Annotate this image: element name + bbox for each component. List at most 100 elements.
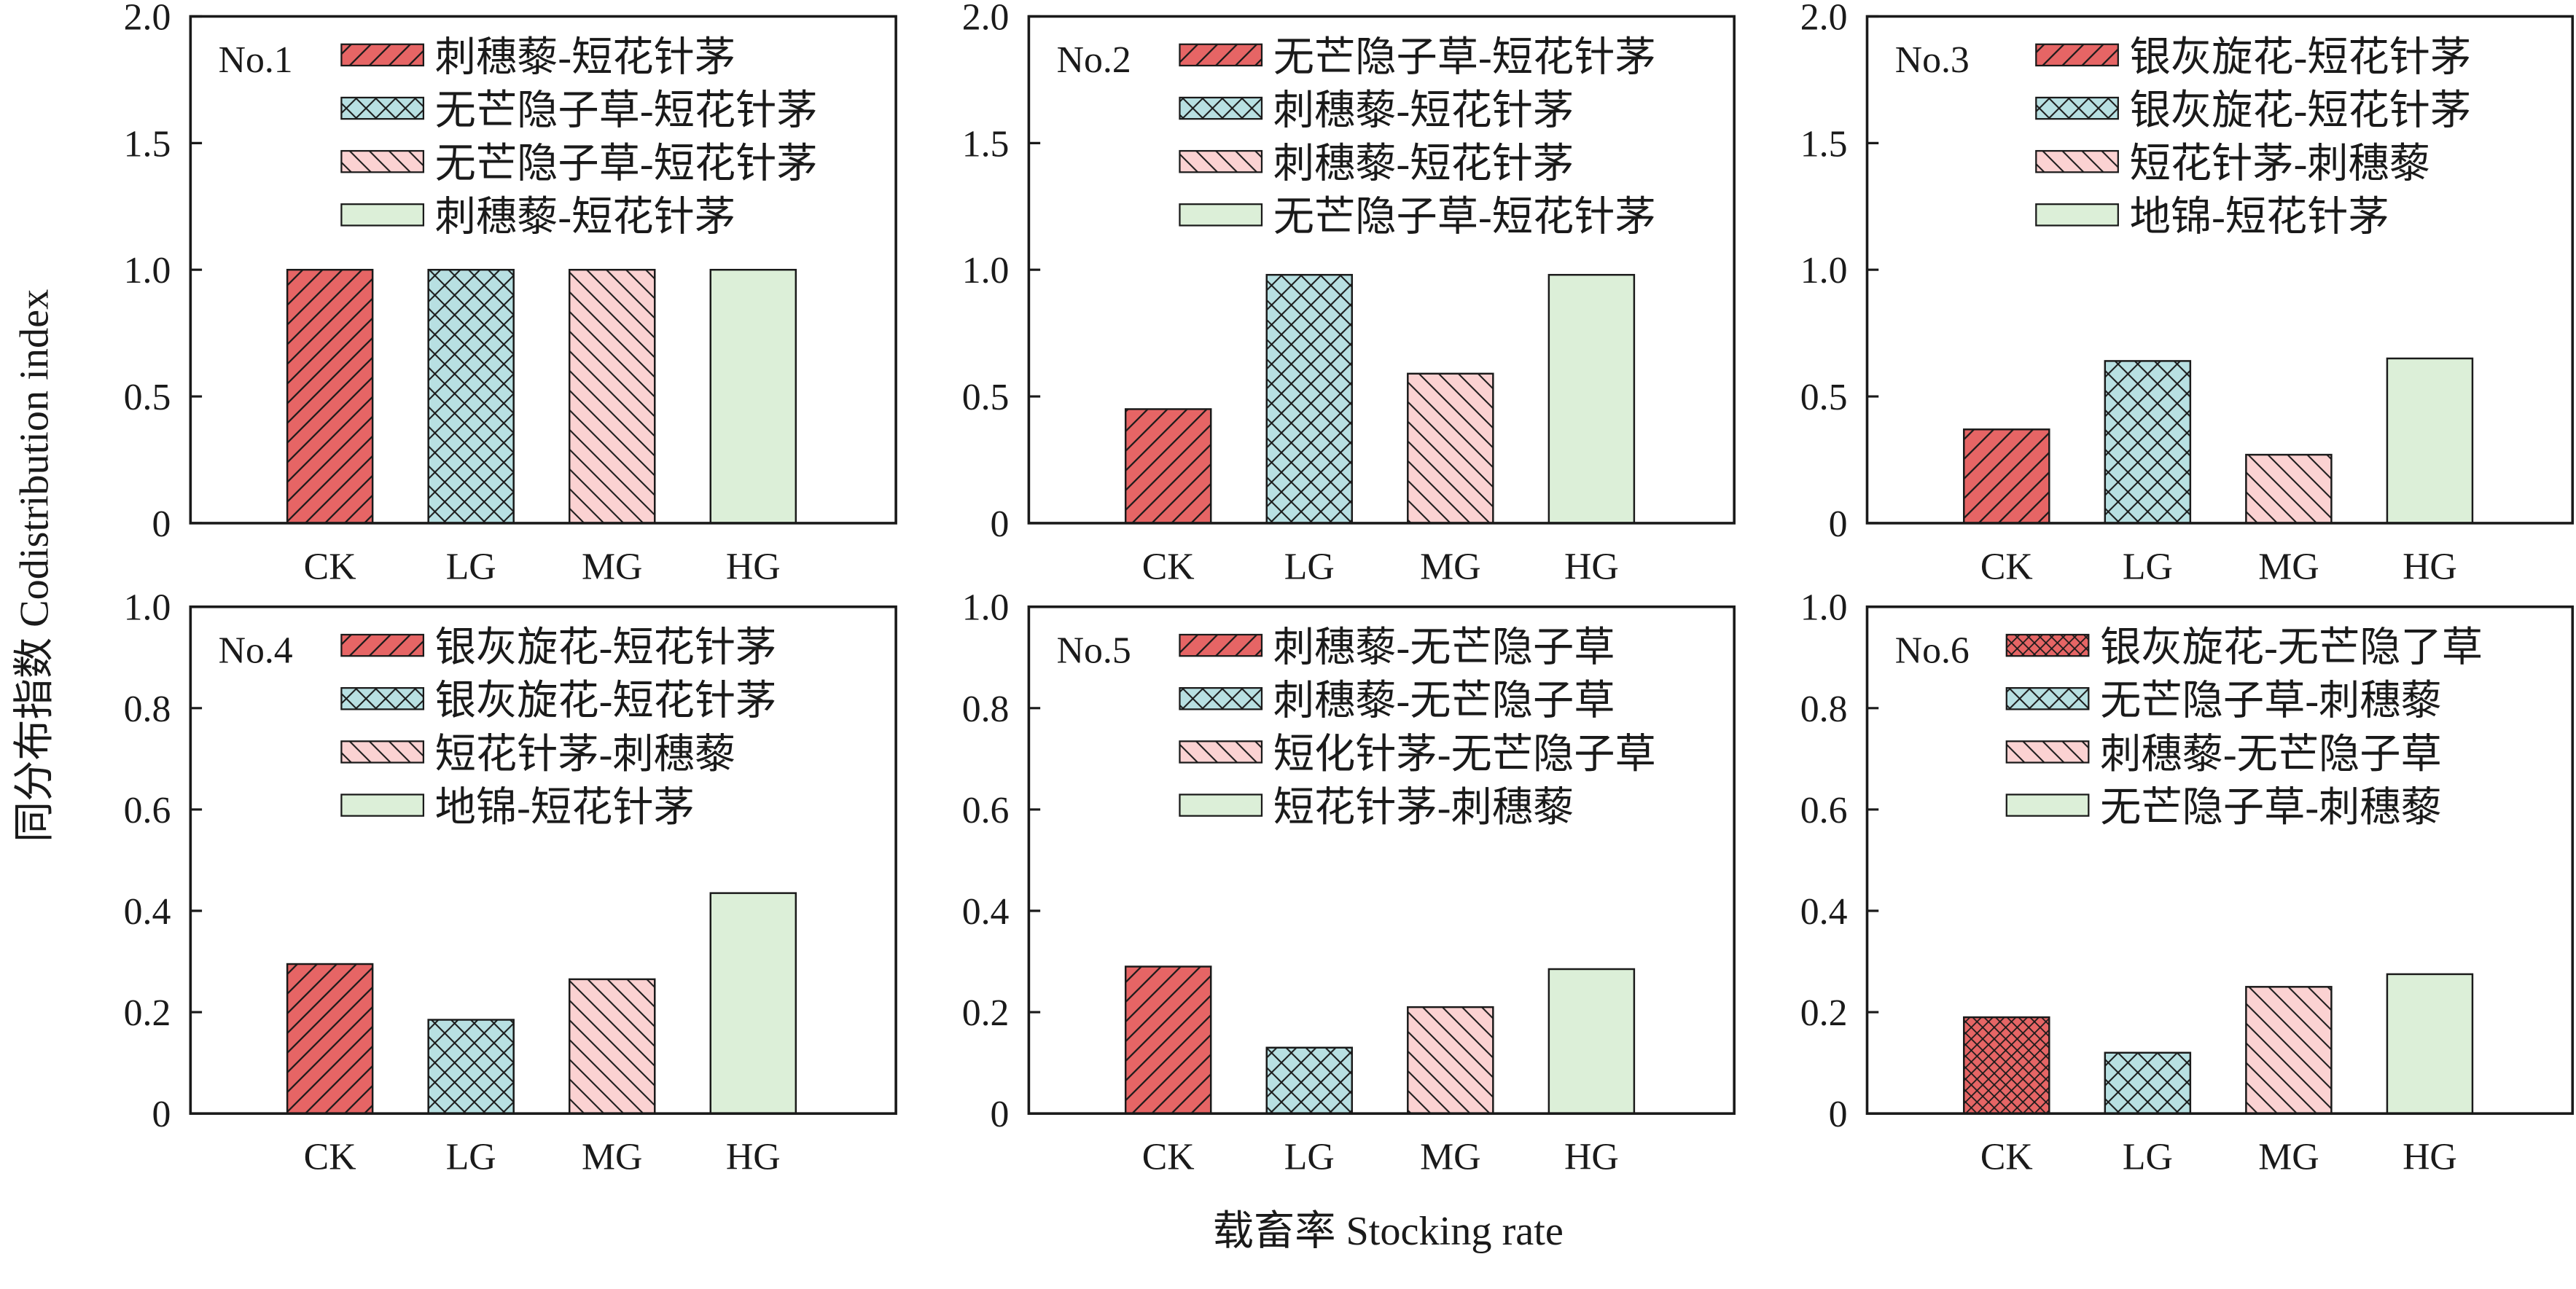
bar-hatch xyxy=(1125,966,1211,1114)
bar-hatch xyxy=(428,270,514,523)
legend-label: 无芒隐子草-短花针茅 xyxy=(1273,35,1656,80)
x-tick-label: CK xyxy=(1980,546,2033,587)
legend-hatch xyxy=(2036,44,2118,66)
bar-hg xyxy=(1547,273,1636,525)
legend-label: 刺穗藜-无芒隐子草 xyxy=(2100,732,2442,777)
y-tick-label: 0.5 xyxy=(124,377,171,418)
y-tick-label: 2.0 xyxy=(1800,0,1848,39)
legend-hatch xyxy=(1179,151,1262,173)
bar-hg xyxy=(2386,357,2474,525)
legend-label: 短化针茅-无芒隐子草 xyxy=(1273,732,1656,777)
y-tick-label: 0.2 xyxy=(962,992,1010,1034)
bar-hatch xyxy=(2246,455,2332,523)
bar-hatch xyxy=(1408,373,1494,523)
legend-swatch xyxy=(2005,794,2090,817)
bar-hatch xyxy=(569,270,655,523)
x-tick-label: LG xyxy=(1284,546,1335,587)
x-axis-label: 载畜率 Stocking rate xyxy=(1213,1209,1564,1254)
legend-hatch xyxy=(341,44,424,66)
legend-swatch xyxy=(340,794,425,817)
legend-label: 短花针茅-刺穗藜 xyxy=(2130,141,2430,187)
panel-label: No.4 xyxy=(219,630,293,671)
legend-swatch xyxy=(2035,203,2119,227)
bar-hg xyxy=(709,892,797,1115)
y-tick-label: 0.6 xyxy=(962,790,1010,831)
y-tick-label: 0.2 xyxy=(1800,992,1848,1034)
x-tick-label: MG xyxy=(1420,1137,1480,1178)
y-tick-label: 0.8 xyxy=(962,689,1010,730)
legend-label: 刺穗藜-无芒隐子草 xyxy=(1273,678,1615,724)
legend-label: 刺穗藜-短花针茅 xyxy=(435,195,735,240)
legend-label: 刺穗藜-无芒隐子草 xyxy=(1273,625,1615,670)
legend-label: 刺穗藜-短花针茅 xyxy=(435,35,735,80)
chart-panel-2: 0 0.5 1.0 1.5 2.0 CK LG MG HG No.2 无芒隐子草-短花针茅刺穗藜-短… xyxy=(962,0,1736,587)
y-tick-label: 0.2 xyxy=(124,992,171,1034)
x-tick-label: MG xyxy=(2258,1137,2319,1178)
legend-hatch xyxy=(341,151,424,173)
legend-hatch xyxy=(1179,741,1262,763)
x-tick-label: HG xyxy=(1564,546,1619,587)
legend-label: 短花针茅-刺穗藜 xyxy=(1273,785,1574,830)
bar-hatch xyxy=(287,964,373,1114)
panel-label: No.6 xyxy=(1895,630,1970,671)
legend-label: 无芒隐子草-短花针茅 xyxy=(435,88,818,133)
legend-hatch xyxy=(341,741,424,763)
legend-label: 无芒隐子草-刺穗藜 xyxy=(2100,785,2442,830)
legend-swatch xyxy=(1179,794,1263,817)
legend-hatch xyxy=(341,97,424,120)
x-tick-label: CK xyxy=(304,546,356,587)
x-tick-label: CK xyxy=(1142,1137,1195,1178)
legend-swatch xyxy=(340,203,425,227)
chart-panel-4: 0 0.2 0.4 0.6 0.8 1.0 CK LG MG HG No.4 银灰旋花-短花针茅银灰旋… xyxy=(124,587,897,1178)
bar-hatch xyxy=(1408,1007,1494,1114)
legend-label: 地锦-短花针茅 xyxy=(2130,195,2389,240)
legend-label: 银灰旋花-短花针茅 xyxy=(2130,88,2472,133)
bar-hatch xyxy=(569,979,655,1114)
legend-label: 银灰旋花-短花针茅 xyxy=(435,678,777,724)
panel-label: No.5 xyxy=(1057,630,1131,671)
x-tick-label: MG xyxy=(1420,546,1480,587)
y-tick-label: 1.0 xyxy=(1800,587,1848,629)
panel-label: No.3 xyxy=(1895,39,1970,81)
x-tick-label: MG xyxy=(2258,546,2319,587)
x-tick-label: CK xyxy=(1980,1137,2033,1178)
chart-panel-5: 0 0.2 0.4 0.6 0.8 1.0 CK LG MG HG No.5 刺穗藜-无芒隐子草刺穗藜… xyxy=(962,587,1736,1178)
legend-hatch xyxy=(1179,44,1262,66)
y-tick-label: 0.8 xyxy=(124,689,171,730)
bar-hatch xyxy=(287,270,373,523)
y-tick-label: 0 xyxy=(152,1094,171,1135)
bar-hg xyxy=(2386,973,2474,1115)
y-tick-label: 0.8 xyxy=(1800,689,1848,730)
bar-hatch xyxy=(2104,1052,2190,1114)
y-tick-label: 2.0 xyxy=(962,0,1010,39)
plot-frame xyxy=(189,605,897,1115)
legend-hatch xyxy=(2036,97,2118,120)
y-tick-label: 0.4 xyxy=(962,891,1010,933)
legend-hatch xyxy=(341,688,424,710)
y-tick-label: 1.5 xyxy=(962,123,1010,165)
y-tick-label: 0 xyxy=(1829,1094,1848,1135)
x-tick-label: MG xyxy=(582,546,642,587)
y-axis-label: 同分布指数 Codistribution index xyxy=(12,289,58,842)
legend-label: 刺穗藜-短花针茅 xyxy=(1273,88,1574,133)
y-tick-label: 0.4 xyxy=(1800,891,1848,933)
legend-hatch xyxy=(1179,97,1262,120)
chart-panel-3: 0 0.5 1.0 1.5 2.0 CK LG MG HG No.3 银灰旋花-短花针茅银灰旋花-短… xyxy=(1800,0,2575,587)
y-tick-label: 1.0 xyxy=(962,250,1010,291)
x-tick-label: LG xyxy=(446,546,496,587)
x-tick-label: LG xyxy=(446,1137,496,1178)
y-tick-label: 0.6 xyxy=(124,790,171,831)
bar-hatch xyxy=(428,1019,514,1114)
y-tick-label: 0.5 xyxy=(1800,377,1848,418)
bar-hatch xyxy=(1266,1047,1352,1114)
legend-hatch xyxy=(1179,688,1262,710)
legend-label: 无芒隐子草-刺穗藜 xyxy=(2100,678,2442,724)
bar-hatch xyxy=(2246,987,2332,1114)
legend-hatch xyxy=(341,634,424,657)
legend-hatch xyxy=(2006,688,2089,710)
legend-hatch xyxy=(2006,634,2089,657)
y-tick-label: 0.6 xyxy=(1800,790,1848,831)
legend-label: 短花针茅-刺穗藜 xyxy=(435,732,735,777)
